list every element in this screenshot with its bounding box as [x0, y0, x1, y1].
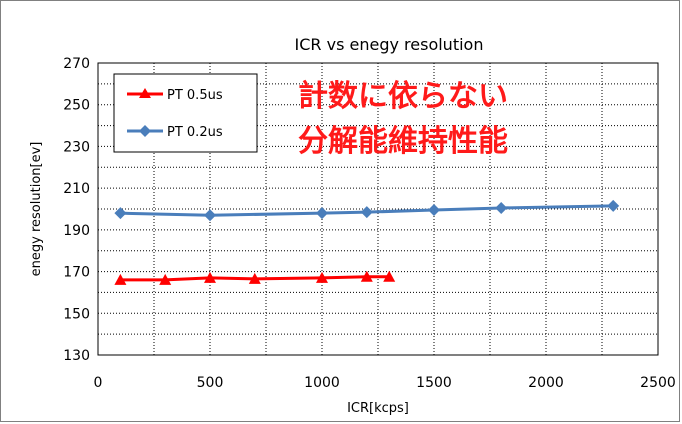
chart-title: ICR vs enegy resolution — [295, 35, 484, 54]
data-point-diamond — [204, 209, 216, 222]
y-tick-label: 170 — [63, 265, 90, 281]
legend-label-pt05: PT 0.5us — [167, 88, 223, 103]
legend: PT 0.5us PT 0.2us — [113, 73, 258, 153]
data-point-diamond — [114, 207, 127, 220]
data-point-diamond — [607, 199, 620, 212]
data-point-triangle — [360, 270, 373, 282]
legend-label-pt02: PT 0.2us — [167, 125, 223, 140]
data-point-triangle — [114, 273, 127, 285]
x-tick-label: 1500 — [416, 375, 452, 391]
y-tick-labels: 130 150 170 190 210 230 250 270 — [63, 56, 90, 364]
data-point-diamond — [428, 204, 440, 217]
data-point-diamond — [316, 207, 328, 220]
legend-triangle-marker — [139, 88, 151, 98]
y-tick-label: 230 — [63, 139, 90, 155]
legend-diamond-marker — [139, 125, 151, 137]
plot-area-border — [97, 62, 659, 356]
y-tick-label: 150 — [63, 306, 90, 322]
y-tick-label: 210 — [63, 181, 90, 197]
y-tick-label: 250 — [63, 98, 90, 114]
y-axis-label: enegy resolution[ev] — [29, 142, 44, 277]
data-point-triangle — [159, 273, 172, 285]
legend-box — [113, 73, 258, 153]
x-tick-label: 1000 — [304, 375, 340, 391]
x-tick-label: 2000 — [528, 375, 564, 391]
x-tick-label: 0 — [94, 375, 103, 391]
x-tick-label: 500 — [197, 375, 224, 391]
data-point-triangle — [204, 271, 216, 283]
annotation-line-2: 分解能維持性能 — [298, 124, 508, 159]
data-point-triangle — [316, 271, 328, 283]
annotation-line-1: 計数に依らない — [298, 79, 508, 114]
y-tick-label: 270 — [63, 56, 90, 72]
y-tick-label: 190 — [63, 223, 90, 239]
x-axis-label: ICR[kcps] — [347, 401, 409, 416]
data-point-triangle — [248, 272, 261, 284]
x-tick-label: 2500 — [640, 375, 676, 391]
data-point-diamond — [495, 201, 508, 214]
data-point-diamond — [360, 206, 373, 219]
x-tick-labels: 0 500 1000 1500 2000 2500 — [94, 375, 676, 391]
series-layer — [114, 199, 620, 285]
y-tick-label: 130 — [63, 348, 90, 364]
data-point-triangle — [383, 270, 396, 282]
